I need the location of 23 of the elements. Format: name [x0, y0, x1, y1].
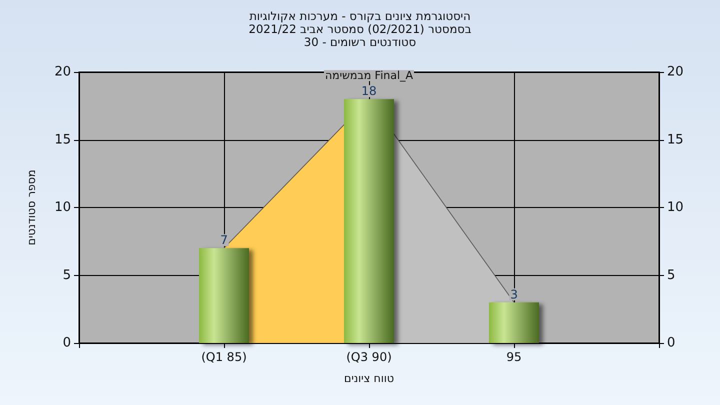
- y-tick-label: 20: [54, 64, 71, 80]
- y2-tick-label: 0: [667, 336, 676, 350]
- y-tick-label: 15: [54, 132, 71, 148]
- y2-tick-label: 5: [667, 268, 676, 283]
- y-tick-label: 10: [54, 200, 71, 215]
- y-axis-title: מספר סטודנטים: [25, 170, 38, 246]
- y2-tick-label: 10: [667, 200, 684, 215]
- x-tick-label: (Q3 90): [346, 350, 392, 364]
- bar: [489, 302, 539, 343]
- y2-tick-label: 15: [667, 132, 684, 148]
- bar: [199, 248, 249, 343]
- x-tick-label: (Q1 85): [201, 350, 247, 364]
- y-tick-label: 5: [62, 268, 71, 283]
- data-label: 3: [510, 287, 518, 302]
- chart-title: היסטוגרמת ציונים בקורס - מערכות אקולוגיות: [248, 9, 472, 23]
- x-axis-title: טווח ציונים: [344, 372, 394, 385]
- data-label: 18: [361, 84, 377, 98]
- x-tick-label: 95: [506, 350, 522, 364]
- y-tick-label: 0: [62, 336, 71, 350]
- annotation: מבמשימה Final_A: [324, 69, 414, 82]
- y2-tick-label: 20: [667, 64, 684, 80]
- chart-subtitle: בסמסטר (02/2021) סמסטר אביב 2021/22 סטודנטים רשומים - 30: [248, 22, 472, 49]
- data-label: 7: [220, 233, 228, 248]
